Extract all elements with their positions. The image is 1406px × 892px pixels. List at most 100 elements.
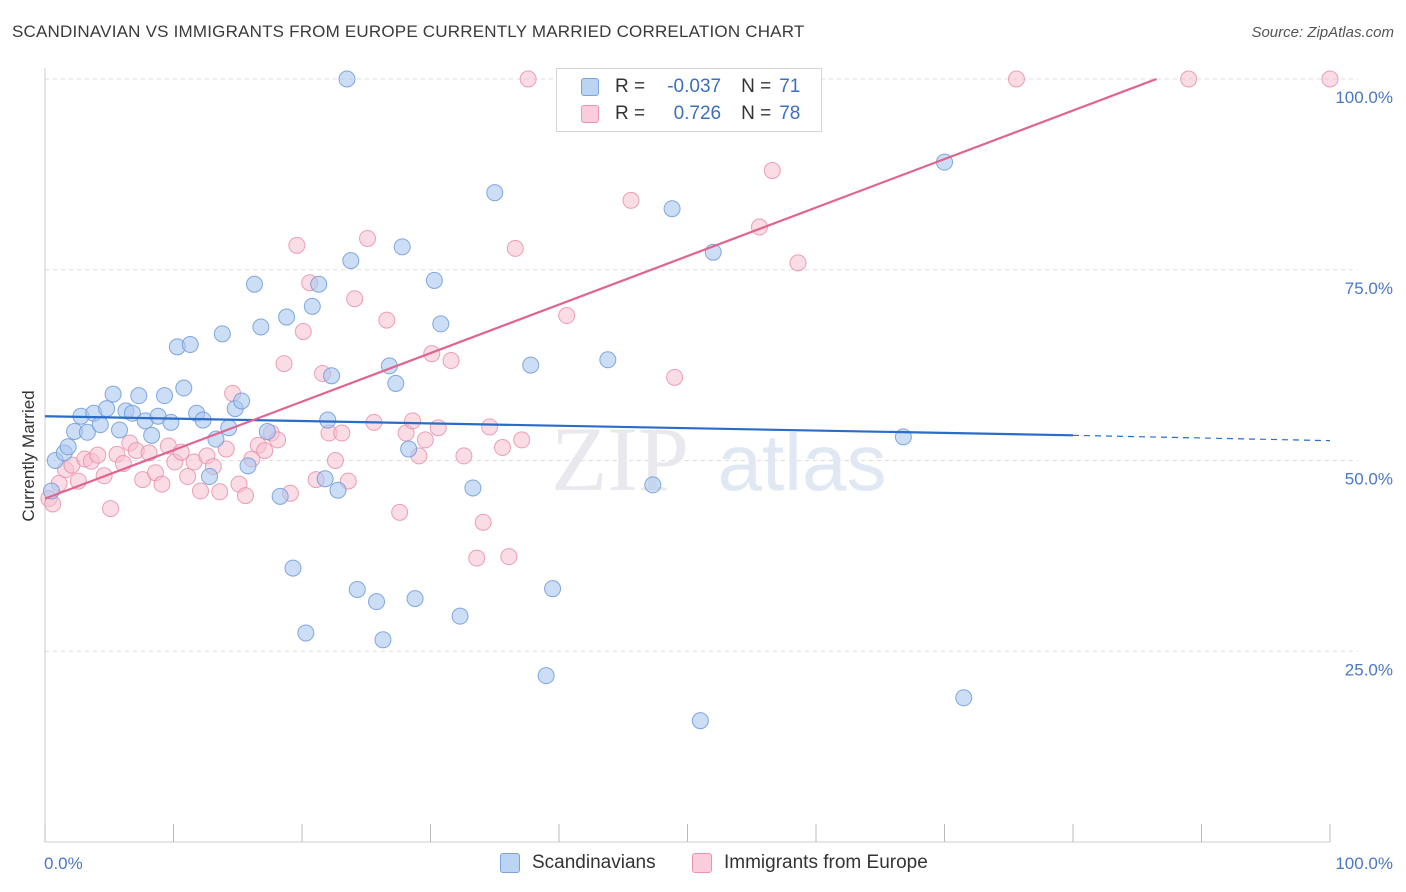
- data-point-scandinavians: [644, 476, 662, 494]
- data-point-scandinavians: [400, 440, 418, 458]
- data-point-scandinavians: [663, 200, 681, 218]
- y-tick-label: 50.0%: [1345, 470, 1393, 489]
- y-tick-label: 75.0%: [1345, 279, 1393, 298]
- trend-line-scandinavians-extension: [1072, 434, 1331, 442]
- legend-swatch-blue: [581, 78, 599, 96]
- data-point-immigrants: [513, 431, 531, 449]
- data-point-immigrants: [455, 447, 473, 465]
- trend-lines: [44, 77, 1331, 500]
- data-point-immigrants: [622, 191, 640, 209]
- trend-line-immigrants: [44, 77, 1157, 500]
- data-point-scandinavians: [278, 308, 296, 326]
- data-point-scandinavians: [319, 411, 337, 429]
- data-point-scandinavians: [303, 297, 321, 315]
- data-point-scandinavians: [175, 379, 193, 397]
- series-scandinavians-points: [42, 70, 973, 730]
- data-point-scandinavians: [691, 712, 709, 730]
- legend-swatch-blue: [500, 853, 520, 873]
- data-point-immigrants: [153, 475, 171, 493]
- data-point-scandinavians: [310, 275, 328, 293]
- data-point-scandinavians: [271, 487, 289, 505]
- legend-n-value: 71: [779, 76, 801, 97]
- data-point-scandinavians: [368, 593, 386, 611]
- series-legend: Scandinavians Immigrants from Europe: [0, 852, 1406, 876]
- y-tick-label: 25.0%: [1345, 660, 1393, 679]
- data-point-immigrants: [102, 500, 120, 518]
- data-point-scandinavians: [342, 252, 360, 270]
- legend-r-label: R =: [615, 76, 646, 97]
- legend-r-value: -0.037: [667, 76, 722, 97]
- data-point-scandinavians: [393, 238, 411, 256]
- data-point-scandinavians: [537, 667, 555, 685]
- data-point-scandinavians: [955, 689, 973, 707]
- legend-row-scandinavians: R = -0.037 N = 71: [581, 74, 800, 100]
- data-point-scandinavians: [91, 416, 109, 434]
- data-point-immigrants: [493, 439, 511, 457]
- data-point-scandinavians: [374, 631, 392, 649]
- data-point-scandinavians: [104, 385, 122, 403]
- data-point-immigrants: [391, 503, 409, 521]
- legend-label-immigrants: Immigrants from Europe: [724, 852, 928, 873]
- data-point-scandinavians: [130, 387, 148, 405]
- watermark-atlas: atlas: [718, 418, 887, 507]
- data-point-immigrants: [1180, 70, 1198, 88]
- data-point-immigrants: [179, 468, 197, 486]
- legend-item-immigrants[interactable]: Immigrants from Europe: [692, 852, 928, 874]
- data-point-immigrants: [378, 311, 396, 329]
- data-point-scandinavians: [156, 387, 174, 405]
- data-point-scandinavians: [348, 580, 366, 598]
- tick-labels: 100.0% 75.0% 50.0% 25.0% 0.0% 100.0%: [44, 88, 1393, 873]
- legend-label-scandinavians: Scandinavians: [532, 852, 656, 873]
- data-point-immigrants: [666, 368, 684, 386]
- data-point-immigrants: [481, 418, 499, 436]
- series-immigrants-points: [40, 70, 1339, 567]
- data-point-scandinavians: [522, 356, 540, 374]
- data-point-immigrants: [211, 483, 229, 501]
- data-point-immigrants: [416, 431, 434, 449]
- data-point-scandinavians: [387, 374, 405, 392]
- data-point-scandinavians: [258, 423, 276, 441]
- data-point-immigrants: [217, 440, 235, 458]
- legend-swatch-pink: [692, 853, 712, 873]
- data-point-immigrants: [442, 352, 460, 370]
- data-point-scandinavians: [233, 392, 251, 410]
- data-point-immigrants: [404, 412, 422, 430]
- data-point-immigrants: [500, 548, 518, 566]
- data-point-immigrants: [468, 549, 486, 567]
- trend-line-scandinavians: [44, 415, 1074, 437]
- data-point-immigrants: [1007, 70, 1025, 88]
- chart-title: SCANDINAVIAN VS IMMIGRANTS FROM EUROPE C…: [12, 22, 805, 41]
- data-point-immigrants: [1321, 70, 1339, 88]
- data-point-scandinavians: [297, 624, 315, 642]
- data-point-scandinavians: [78, 423, 96, 441]
- data-point-immigrants: [474, 513, 492, 531]
- x-tick-label: 0.0%: [44, 854, 83, 873]
- data-point-scandinavians: [200, 468, 218, 486]
- data-point-immigrants: [89, 446, 107, 464]
- data-point-immigrants: [789, 254, 807, 272]
- data-point-immigrants: [294, 323, 312, 341]
- data-point-scandinavians: [143, 426, 161, 444]
- data-point-immigrants: [519, 70, 537, 88]
- data-point-scandinavians: [599, 351, 617, 369]
- legend-n-value: 78: [779, 103, 801, 124]
- legend-r-value: 0.726: [673, 103, 722, 124]
- data-point-immigrants: [256, 442, 274, 460]
- legend-item-scandinavians[interactable]: Scandinavians: [500, 852, 656, 874]
- legend-swatch-pink: [581, 105, 599, 123]
- data-point-scandinavians: [425, 271, 443, 289]
- correlation-legend: R = -0.037 N = 71 R = 0.726 N = 78: [556, 68, 822, 132]
- data-point-immigrants: [558, 307, 576, 325]
- data-point-immigrants: [288, 236, 306, 254]
- legend-n-label: N =: [741, 76, 772, 97]
- grid-lines: [45, 78, 1358, 652]
- data-point-scandinavians: [432, 315, 450, 333]
- data-point-immigrants: [333, 424, 351, 442]
- source-label: Source: ZipAtlas.com: [1251, 24, 1394, 41]
- data-point-immigrants: [506, 239, 524, 257]
- data-point-scandinavians: [323, 367, 341, 385]
- data-point-immigrants: [191, 482, 209, 500]
- data-point-scandinavians: [284, 559, 302, 577]
- data-point-immigrants: [346, 290, 364, 308]
